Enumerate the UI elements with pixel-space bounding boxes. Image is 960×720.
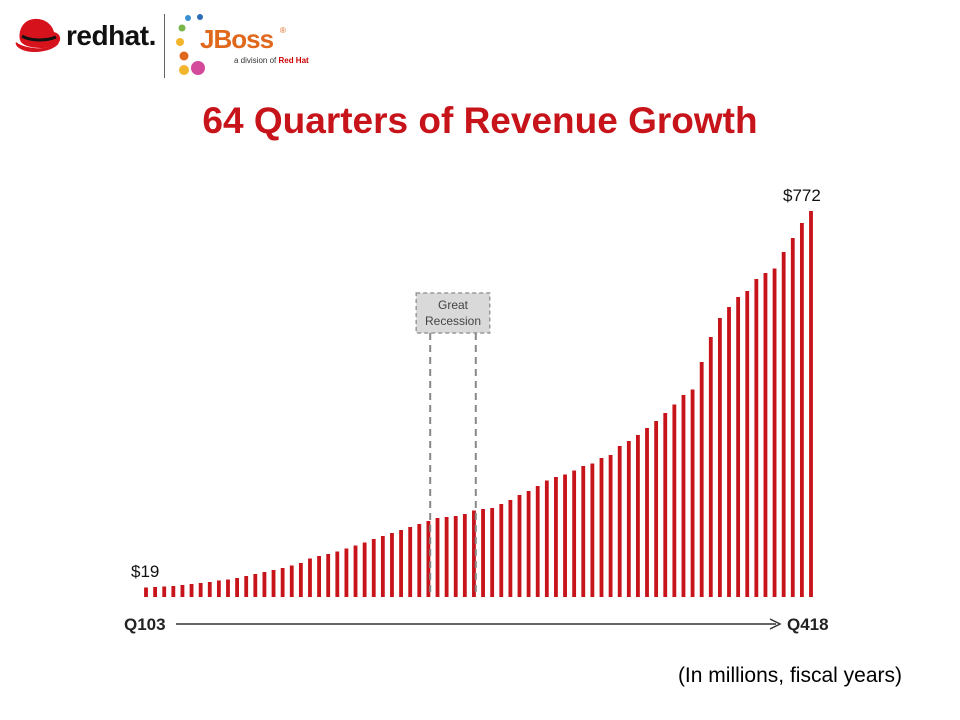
bar: [353, 545, 358, 597]
bar: [727, 307, 731, 597]
bar: [462, 514, 467, 597]
chart-title: 64 Quarters of Revenue Growth: [202, 100, 758, 141]
bar: [781, 252, 786, 597]
bar: [317, 556, 321, 597]
redhat-wordmark: redhat.: [66, 20, 156, 51]
bar: [572, 470, 577, 597]
jboss-wordmark: JBoss: [200, 24, 274, 54]
bar: [207, 582, 212, 597]
bar: [672, 404, 677, 597]
bar: [171, 586, 176, 597]
bar: [490, 508, 495, 597]
bar: [180, 585, 185, 597]
jboss-registered-mark: ®: [280, 26, 286, 35]
bar: [390, 533, 394, 597]
bar: [654, 421, 659, 597]
redhat-hat-icon: [15, 18, 61, 52]
bar: [271, 570, 276, 597]
bar: [745, 291, 750, 597]
bar: [426, 521, 431, 597]
bar: [754, 279, 759, 597]
bar: [736, 297, 741, 597]
bar: [699, 362, 704, 597]
bar: [262, 572, 267, 597]
bar: [435, 518, 440, 597]
x-axis-start-label: Q103: [124, 615, 166, 634]
units-footnote: (In millions, fiscal years): [677, 664, 902, 687]
bar: [380, 536, 385, 597]
bar: [772, 268, 777, 597]
bar: [554, 477, 558, 597]
bar: [189, 584, 194, 597]
revenue-bar-chart: Great Recession $19 $772 Q103 Q418: [124, 186, 829, 634]
bar: [508, 500, 513, 597]
bar: [663, 413, 668, 597]
bar: [408, 527, 413, 597]
x-axis-end-label: Q418: [787, 615, 829, 634]
bar: [326, 554, 331, 597]
bar: [235, 578, 240, 597]
bar: [244, 576, 249, 597]
recession-label-line1: Great: [438, 298, 469, 312]
bar: [581, 466, 586, 597]
bar: [563, 474, 567, 597]
bar: [335, 551, 340, 597]
bar: [453, 516, 458, 597]
bar: [253, 574, 258, 597]
bar: [617, 446, 622, 597]
bar: [790, 238, 795, 597]
jboss-logo[interactable]: JBoss ® a division of Red Hat: [176, 12, 326, 78]
bar: [344, 548, 349, 597]
bar: [626, 441, 631, 597]
bar: [763, 273, 768, 597]
bar: [481, 509, 485, 597]
bar: [226, 579, 230, 597]
bar: [799, 223, 804, 597]
redhat-logo[interactable]: redhat.: [14, 16, 164, 56]
bar: [499, 504, 504, 597]
bar: [280, 568, 285, 597]
x-axis-arrowhead: [769, 618, 782, 630]
bar: [216, 580, 221, 597]
bar: [809, 211, 813, 597]
bar: [417, 524, 422, 597]
bar: [472, 510, 476, 597]
first-value-label: $19: [131, 562, 159, 581]
bar: [544, 480, 549, 597]
bar: [526, 491, 531, 597]
bar: [399, 530, 403, 597]
bar: [162, 586, 167, 597]
bar: [198, 583, 203, 597]
bar: [590, 463, 595, 597]
last-value-label: $772: [783, 186, 821, 205]
bar: [645, 428, 649, 597]
bar: [144, 587, 148, 597]
bar: [708, 337, 713, 597]
jboss-tagline-brand: Red Hat: [278, 56, 309, 65]
bar: [289, 565, 294, 597]
bar: [444, 517, 449, 597]
bar: [599, 458, 604, 597]
jboss-dots-icon: [176, 14, 205, 75]
bar: [608, 455, 613, 597]
bar: [690, 389, 695, 597]
recession-annotation-box: [415, 292, 491, 334]
bar: [535, 486, 540, 597]
logo-divider: [164, 14, 165, 78]
bar: [517, 495, 522, 597]
bar: [362, 542, 367, 597]
jboss-tagline: a division of Red Hat: [234, 56, 309, 65]
bar: [308, 558, 312, 597]
bar: [153, 587, 158, 597]
bar: [681, 395, 686, 597]
bar: [298, 563, 303, 597]
recession-label-line2: Recession: [425, 314, 481, 328]
bar: [371, 539, 376, 597]
bar: [636, 435, 640, 597]
jboss-tagline-prefix: a division of: [234, 56, 279, 65]
header: redhat. JBoss ® a division of Red Hat: [0, 0, 960, 90]
bar: [717, 318, 722, 597]
